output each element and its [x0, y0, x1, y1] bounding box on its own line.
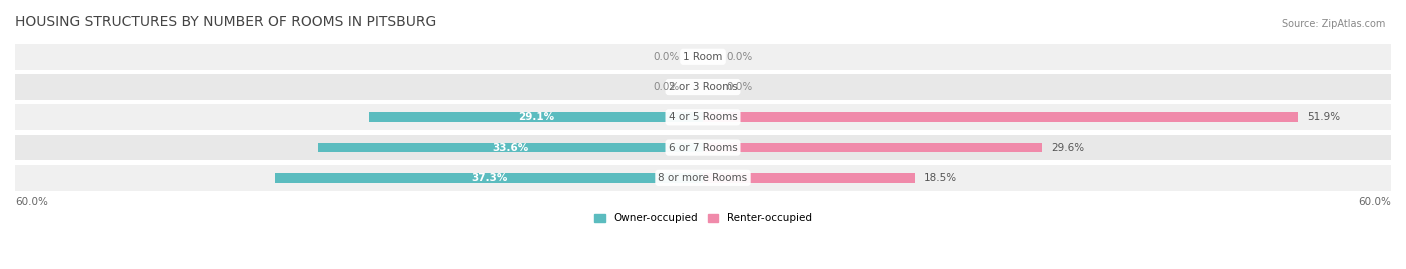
Text: 37.3%: 37.3% [471, 173, 508, 183]
Bar [703, 112, 1298, 122]
Bar [703, 143, 1042, 153]
Text: 60.0%: 60.0% [1358, 197, 1391, 207]
Legend: Owner-occupied, Renter-occupied: Owner-occupied, Renter-occupied [591, 209, 815, 228]
Bar [15, 74, 1391, 100]
Text: 0.0%: 0.0% [654, 52, 681, 62]
Text: 2 or 3 Rooms: 2 or 3 Rooms [669, 82, 737, 92]
Text: 0.0%: 0.0% [725, 82, 752, 92]
Text: 29.1%: 29.1% [517, 112, 554, 122]
Text: 33.6%: 33.6% [492, 143, 529, 153]
Text: 29.6%: 29.6% [1052, 143, 1084, 153]
Bar [318, 143, 703, 153]
Text: Source: ZipAtlas.com: Source: ZipAtlas.com [1281, 19, 1385, 29]
Bar [15, 104, 1391, 130]
Text: 0.0%: 0.0% [654, 82, 681, 92]
Text: 51.9%: 51.9% [1308, 112, 1340, 122]
Bar [15, 44, 1391, 70]
Text: HOUSING STRUCTURES BY NUMBER OF ROOMS IN PITSBURG: HOUSING STRUCTURES BY NUMBER OF ROOMS IN… [15, 15, 436, 29]
Text: 4 or 5 Rooms: 4 or 5 Rooms [669, 112, 737, 122]
Text: 8 or more Rooms: 8 or more Rooms [658, 173, 748, 183]
Text: 18.5%: 18.5% [924, 173, 957, 183]
Text: 0.0%: 0.0% [725, 52, 752, 62]
Text: 60.0%: 60.0% [15, 197, 48, 207]
Bar [370, 112, 703, 122]
Bar [276, 173, 703, 183]
Text: 1 Room: 1 Room [683, 52, 723, 62]
Text: 6 or 7 Rooms: 6 or 7 Rooms [669, 143, 737, 153]
Bar [15, 135, 1391, 160]
Bar [15, 165, 1391, 191]
Bar [703, 173, 915, 183]
